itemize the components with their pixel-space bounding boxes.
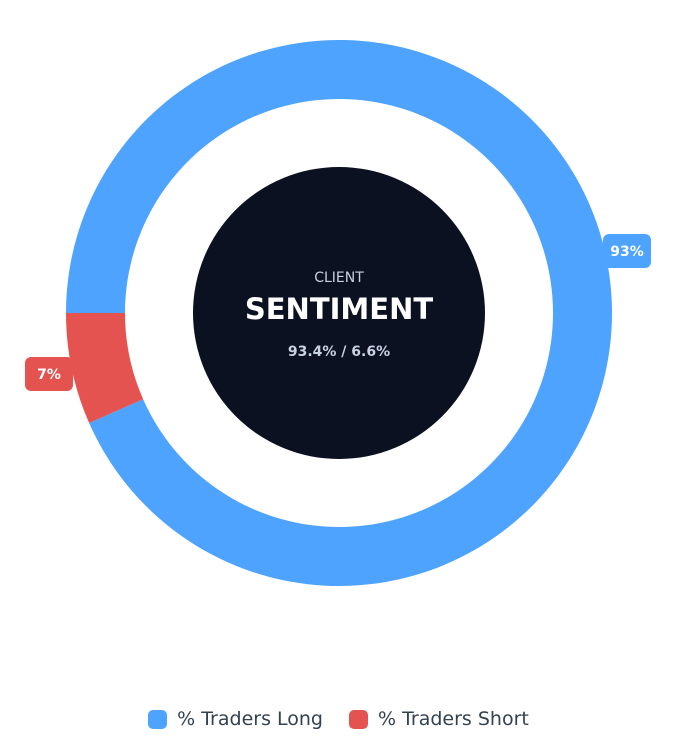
center-disc bbox=[193, 167, 485, 459]
legend-item-long[interactable]: % Traders Long bbox=[148, 708, 323, 730]
legend-label-short: % Traders Short bbox=[377, 708, 529, 730]
data-label-long: 93% bbox=[603, 234, 651, 268]
data-label-short: 7% bbox=[25, 357, 73, 391]
center-title: SENTIMENT bbox=[245, 292, 433, 326]
data-label-text: 93% bbox=[610, 244, 644, 260]
legend: % Traders Long % Traders Short bbox=[0, 708, 677, 730]
legend-item-short[interactable]: % Traders Short bbox=[348, 708, 529, 730]
slice-traders-short[interactable] bbox=[66, 313, 144, 423]
data-label-box bbox=[25, 357, 73, 391]
legend-swatch-long bbox=[148, 709, 168, 729]
data-label-box bbox=[603, 234, 651, 268]
center-kicker: CLIENT bbox=[314, 270, 364, 286]
center-subtitle: 93.4% / 6.6% bbox=[288, 344, 390, 360]
data-label-text: 7% bbox=[37, 367, 61, 383]
legend-swatch-short bbox=[348, 709, 368, 729]
legend-label-long: % Traders Long bbox=[177, 708, 323, 730]
